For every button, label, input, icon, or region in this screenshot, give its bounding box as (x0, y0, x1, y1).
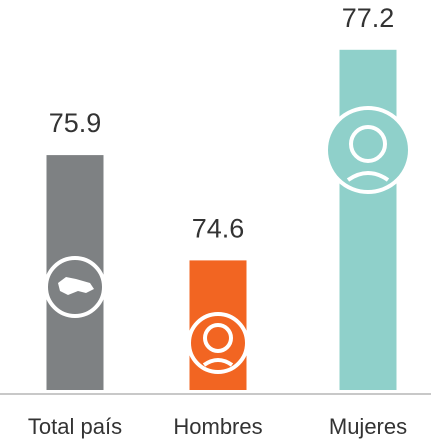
category-label: Hombres (173, 414, 262, 439)
value-label: 75.9 (49, 108, 102, 138)
value-label: 77.2 (342, 3, 395, 33)
category-label: Mujeres (329, 414, 407, 439)
country-icon (44, 256, 106, 318)
category-label: Total país (28, 414, 122, 439)
bar (339, 49, 397, 391)
woman-icon (324, 106, 412, 194)
man-icon (187, 312, 249, 374)
icons (44, 106, 412, 374)
value-label: 74.6 (192, 214, 245, 244)
